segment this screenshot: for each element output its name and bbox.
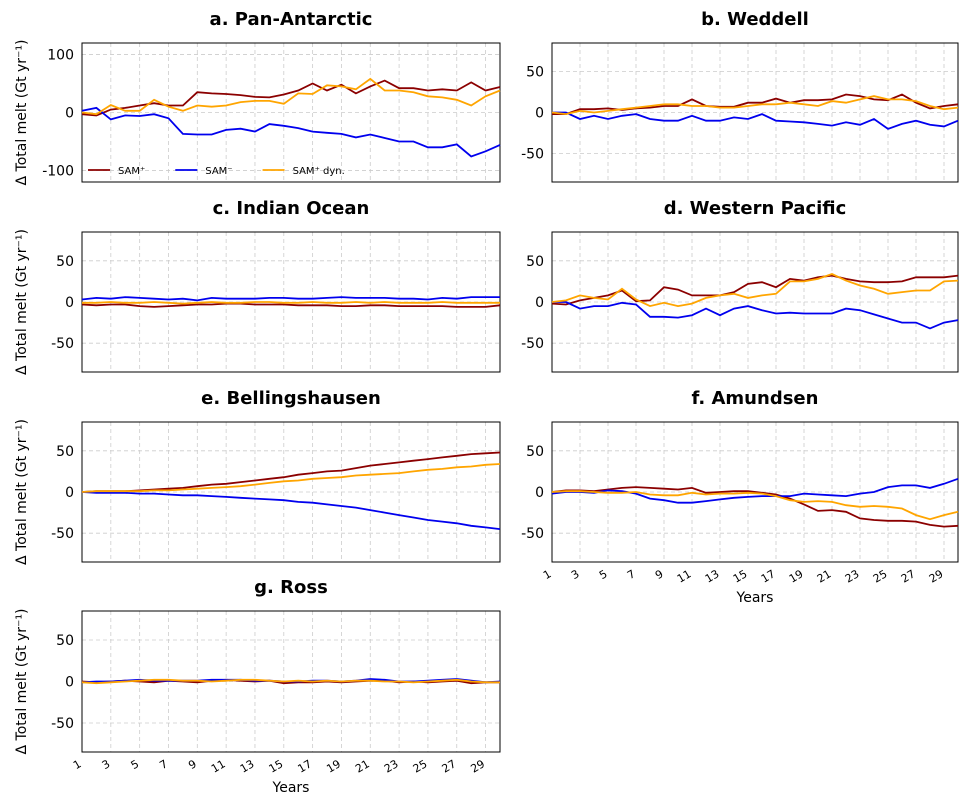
panel-title: d. Western Pacific — [664, 198, 847, 219]
legend-label: SAM⁺ — [118, 166, 145, 177]
y-tick-label: 0 — [65, 295, 74, 311]
x-tick-label: 21 — [353, 757, 372, 775]
panel-title: e. Bellingshausen — [201, 388, 381, 409]
series-line — [81, 302, 501, 308]
y-tick-label: 0 — [65, 675, 74, 691]
series-line — [82, 301, 500, 305]
panel-title: b. Weddell — [701, 9, 809, 30]
series-line — [81, 296, 500, 302]
x-tick-label: 29 — [468, 757, 487, 775]
x-axis-label: Years — [272, 780, 310, 794]
x-axis-label: Years — [736, 590, 774, 606]
series-line — [81, 451, 501, 493]
y-axis-label: Δ Total melt (Gt yr⁻¹) — [14, 229, 30, 375]
panel-title: g. Ross — [254, 577, 328, 598]
y-axis-label: Δ Total melt (Gt yr⁻¹) — [14, 419, 30, 565]
series-line — [81, 106, 501, 158]
series-line — [81, 79, 501, 117]
x-tick-label: 1 — [541, 567, 554, 582]
x-tick-label: 23 — [843, 567, 862, 585]
x-tick-label: 21 — [815, 567, 834, 585]
x-tick-label: 5 — [597, 567, 610, 582]
panel-title: c. Indian Ocean — [213, 198, 370, 219]
x-tick-label: 1 — [71, 757, 84, 772]
x-tick-label: 27 — [899, 567, 918, 585]
series-line — [551, 477, 959, 504]
y-tick-label: 50 — [526, 254, 544, 270]
x-tick-label: 11 — [209, 757, 228, 775]
x-tick-label: 3 — [569, 567, 582, 582]
series-line — [551, 274, 959, 306]
x-tick-label: 19 — [787, 567, 806, 585]
series-line — [81, 463, 501, 493]
y-tick-label: -50 — [51, 526, 74, 542]
x-tick-label: 23 — [382, 757, 401, 775]
y-tick-label: -50 — [521, 146, 544, 162]
y-tick-label: -100 — [42, 163, 74, 179]
legend-label: SAM⁻ — [205, 166, 232, 177]
x-tick-label: 3 — [100, 757, 113, 772]
x-tick-label: 7 — [157, 757, 170, 772]
series-line — [81, 678, 500, 685]
series-line — [551, 95, 959, 116]
series-line — [551, 273, 959, 308]
y-tick-label: 50 — [526, 65, 544, 81]
y-tick-label: 0 — [65, 106, 74, 122]
x-tick-label: 15 — [731, 567, 750, 585]
x-tick-label: 17 — [295, 757, 314, 775]
y-axis-label: Δ Total melt (Gt yr⁻¹) — [14, 608, 30, 754]
legend-label: SAM⁺ dyn. — [293, 166, 345, 177]
series-line — [552, 111, 959, 130]
x-tick-label: 29 — [927, 567, 946, 585]
y-tick-label: 50 — [526, 444, 544, 460]
x-tick-label: 7 — [625, 567, 638, 582]
y-tick-label: 0 — [535, 485, 544, 501]
x-tick-label: 15 — [267, 757, 286, 775]
y-tick-label: 0 — [535, 106, 544, 122]
x-tick-label: 11 — [675, 567, 694, 585]
x-tick-label: 17 — [759, 567, 778, 585]
x-tick-label: 25 — [871, 567, 890, 585]
x-tick-label: 25 — [411, 757, 430, 775]
y-tick-label: 100 — [47, 48, 74, 64]
y-tick-label: 50 — [56, 254, 74, 270]
y-tick-label: -50 — [51, 336, 74, 352]
plot-frame — [81, 421, 501, 563]
x-tick-label: 19 — [324, 757, 343, 775]
y-tick-label: 50 — [56, 444, 74, 460]
series-line — [552, 301, 959, 330]
y-tick-label: 0 — [65, 485, 74, 501]
x-tick-label: 27 — [440, 757, 459, 775]
x-tick-label: 13 — [703, 567, 722, 585]
y-tick-label: 0 — [535, 295, 544, 311]
y-tick-label: 50 — [56, 633, 74, 649]
x-tick-label: 13 — [238, 757, 257, 775]
series-line — [551, 486, 959, 528]
x-tick-label: 5 — [129, 757, 142, 772]
x-tick-label: 9 — [653, 567, 666, 582]
panel-title: a. Pan-Antarctic — [210, 9, 373, 30]
series-line — [81, 491, 501, 530]
plot-frame — [81, 42, 501, 183]
panel-title: f. Amundsen — [692, 388, 819, 409]
y-tick-label: -50 — [521, 336, 544, 352]
x-tick-label: 9 — [186, 757, 199, 772]
y-axis-label: Δ Total melt (Gt yr⁻¹) — [14, 39, 30, 185]
y-tick-label: -50 — [521, 526, 544, 542]
y-tick-label: -50 — [51, 716, 74, 732]
series-line — [81, 77, 501, 116]
series-line — [551, 490, 959, 521]
